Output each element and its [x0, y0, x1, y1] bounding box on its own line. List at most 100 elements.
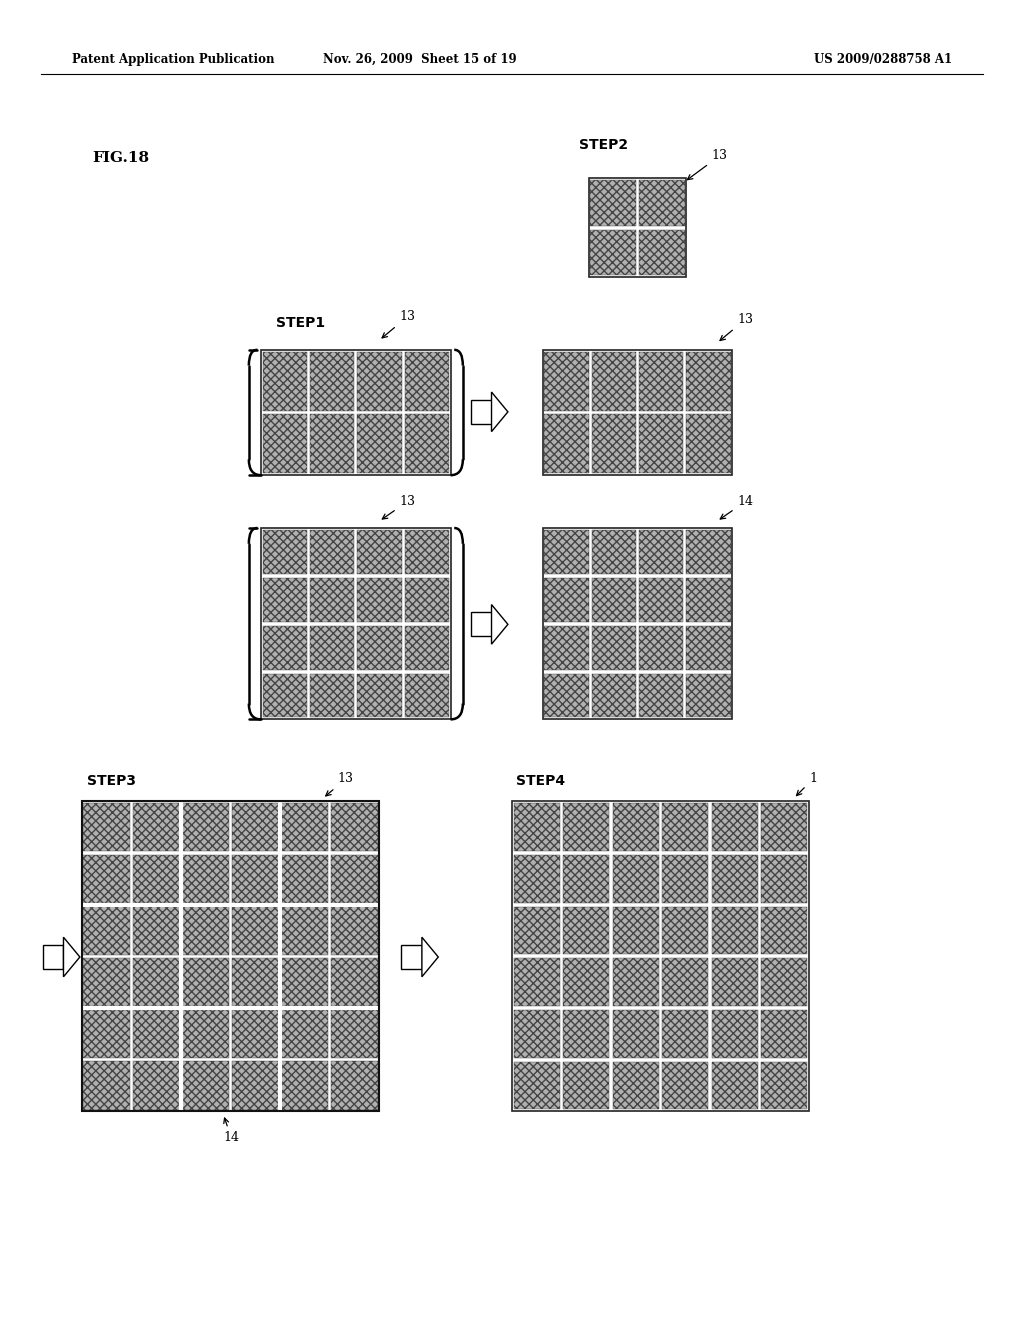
Bar [331, 854, 378, 903]
Bar [589, 178, 686, 277]
Bar [592, 578, 636, 622]
Bar [512, 801, 809, 1111]
Bar [331, 803, 378, 851]
Bar [545, 673, 589, 718]
Bar [612, 958, 659, 1006]
Bar [612, 1010, 659, 1057]
Bar [513, 803, 560, 851]
Bar [262, 352, 307, 411]
Bar [761, 803, 807, 851]
Bar [83, 854, 130, 903]
Bar [639, 626, 683, 669]
Bar [590, 230, 636, 276]
Bar [612, 1061, 659, 1109]
Bar [83, 907, 130, 954]
Bar [404, 578, 449, 622]
Bar [592, 352, 636, 411]
Bar [563, 1061, 609, 1109]
Bar [83, 803, 130, 851]
Text: 14: 14 [223, 1118, 240, 1144]
Text: FIG.18: FIG.18 [92, 152, 150, 165]
Bar [686, 531, 730, 574]
Bar [545, 578, 589, 622]
Bar [590, 181, 636, 226]
Bar [639, 181, 684, 226]
Bar [712, 855, 758, 903]
Bar [761, 855, 807, 903]
Bar [639, 414, 683, 474]
Bar [662, 803, 709, 851]
Bar [43, 945, 63, 969]
Bar [231, 803, 279, 851]
Bar [545, 626, 589, 669]
Text: STEP4: STEP4 [516, 775, 565, 788]
Bar [310, 414, 354, 474]
Bar [262, 414, 307, 474]
Bar [133, 854, 179, 903]
Bar [357, 578, 401, 622]
Bar [513, 1061, 560, 1109]
Bar [761, 1010, 807, 1057]
Bar [262, 578, 307, 622]
Bar [310, 352, 354, 411]
Text: Nov. 26, 2009  Sheet 15 of 19: Nov. 26, 2009 Sheet 15 of 19 [323, 53, 517, 66]
Bar [357, 626, 401, 669]
Bar [592, 626, 636, 669]
Text: 13: 13 [687, 149, 728, 180]
Bar [612, 803, 659, 851]
Bar [83, 1061, 130, 1110]
Text: STEP1: STEP1 [276, 317, 326, 330]
Bar [761, 1061, 807, 1109]
Bar [231, 1010, 279, 1059]
Bar [639, 230, 684, 276]
Bar [545, 531, 589, 574]
Bar [543, 350, 732, 475]
Bar [592, 673, 636, 718]
Bar [712, 1010, 758, 1057]
Bar [761, 907, 807, 954]
Text: Patent Application Publication: Patent Application Publication [72, 53, 274, 66]
Bar [133, 907, 179, 954]
Bar [543, 528, 732, 719]
Bar [662, 855, 709, 903]
Text: 14: 14 [720, 495, 754, 519]
Bar [712, 1061, 758, 1109]
Bar [401, 945, 422, 969]
Bar [262, 626, 307, 669]
Bar [282, 907, 328, 954]
Bar [357, 414, 401, 474]
Bar [310, 531, 354, 574]
Text: US 2009/0288758 A1: US 2009/0288758 A1 [814, 53, 952, 66]
Text: 1: 1 [797, 772, 817, 796]
Bar [686, 414, 730, 474]
Polygon shape [422, 937, 438, 977]
Bar [133, 1061, 179, 1110]
Bar [404, 626, 449, 669]
Bar [357, 352, 401, 411]
Bar [182, 854, 229, 903]
Bar [282, 958, 328, 1006]
Bar [513, 907, 560, 954]
Bar [545, 352, 589, 411]
Bar [592, 531, 636, 574]
Bar [563, 803, 609, 851]
Bar [231, 958, 279, 1006]
Bar [639, 352, 683, 411]
Bar [563, 1010, 609, 1057]
Bar [282, 854, 328, 903]
Bar [83, 958, 130, 1006]
Bar [545, 414, 589, 474]
Bar [331, 1061, 378, 1110]
Bar [513, 1010, 560, 1057]
Bar [182, 803, 229, 851]
Bar [686, 673, 730, 718]
Bar [639, 531, 683, 574]
Bar [182, 1010, 229, 1059]
Bar [404, 673, 449, 718]
Bar [712, 803, 758, 851]
Bar [310, 673, 354, 718]
Bar [331, 907, 378, 954]
Bar [282, 1010, 328, 1059]
Bar [182, 907, 229, 954]
Bar [331, 958, 378, 1006]
